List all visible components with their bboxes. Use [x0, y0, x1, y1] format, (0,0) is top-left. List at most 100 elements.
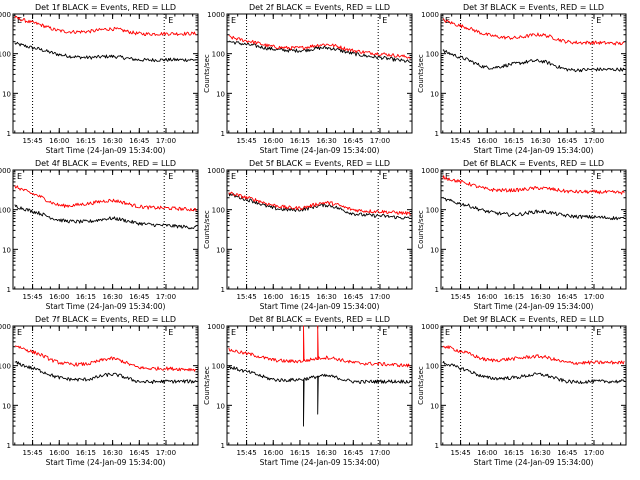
- plot-6-ylabel: Counts/sec: [417, 210, 425, 249]
- plot-3-xtick-label: 16:30: [531, 137, 551, 145]
- plot-7-ytick-label: 100: [0, 363, 11, 371]
- plot-5-lld-series: [228, 191, 411, 216]
- plot-1-xlabel: Start Time (24-Jan-09 15:34:00): [46, 146, 166, 155]
- plot-4-flag: E: [17, 172, 22, 181]
- plot-4-lld-series: [14, 185, 197, 212]
- plot-2-ylabel: Counts/sec: [203, 54, 211, 93]
- plot-8-ytick-label: 1: [221, 442, 225, 450]
- plot-9-xtick-label: 17:00: [584, 449, 604, 457]
- plot-5-events-series: [228, 192, 411, 220]
- plot-7-lld-series: [14, 345, 197, 372]
- plot-1-xtick-label: 16:45: [129, 137, 149, 145]
- plot-8-ytick-label: 100: [212, 363, 225, 371]
- plot-4-xtick-label: 17:00: [156, 293, 176, 301]
- plot-3-flag: E: [596, 16, 601, 25]
- plot-2-events-series: [228, 40, 411, 63]
- plot-3-lld-series: [442, 18, 625, 46]
- plot-9-flag: E: [596, 328, 601, 337]
- plot-7-title: Det 7f BLACK = Events, RED = LLD: [35, 315, 176, 324]
- plot-6-xtick-label: 16:00: [477, 293, 497, 301]
- plot-3-xtick-label: 16:00: [477, 137, 497, 145]
- plot-8-xtick-label: 17:00: [370, 449, 390, 457]
- plot-7-xlabel: Start Time (24-Jan-09 15:34:00): [46, 458, 166, 467]
- plot-9-ytick-label: 1: [435, 442, 439, 450]
- plot-7-axes-frame: [12, 325, 199, 446]
- plot-9-flag: E: [445, 328, 450, 337]
- plot-6-flag: E: [596, 172, 601, 181]
- plot-2-title: Det 2f BLACK = Events, RED = LLD: [249, 3, 390, 12]
- plot-5-xtick-label: 15:45: [236, 293, 256, 301]
- plot-6-xtick-label: 15:45: [450, 293, 470, 301]
- plot-2-flag: E: [382, 16, 387, 25]
- plot-4-ytick-label: 10: [2, 246, 11, 254]
- plot-1-ytick-label: 100: [0, 51, 11, 59]
- plot-5-xtick-label: 16:30: [317, 293, 337, 301]
- plot-9-title: Det 9f BLACK = Events, RED = LLD: [463, 315, 604, 324]
- plot-1-events-series: [14, 41, 197, 63]
- plot-2-ytick-label: 10: [216, 90, 225, 98]
- plot-8-flag: E: [382, 328, 387, 337]
- plot-3-ytick-label: 1000: [421, 11, 439, 19]
- plot-9-xtick-label: 15:45: [450, 449, 470, 457]
- plot-7-xtick-label: 16:30: [103, 449, 123, 457]
- plot-1-flag: E: [17, 16, 22, 25]
- plot-7-ytick-label: 1: [7, 442, 11, 450]
- plot-8-lld-series: [228, 325, 411, 368]
- plot-8-events-series: [228, 365, 411, 427]
- plot-6-ytick-label: 1: [435, 286, 439, 294]
- plot-7-flag: E: [17, 328, 22, 337]
- plot-5-ytick-label: 100: [212, 207, 225, 215]
- plot-5-title: Det 5f BLACK = Events, RED = LLD: [249, 159, 390, 168]
- plot-9-lld-series: [442, 345, 625, 366]
- plot-9-ytick-label: 10: [430, 402, 439, 410]
- plot-7-xtick-label: 16:15: [76, 449, 96, 457]
- plot-4-xtick-label: 15:45: [22, 293, 42, 301]
- plot-3-xtick-label: 16:45: [557, 137, 577, 145]
- plot-6-flag: E: [445, 172, 450, 181]
- plot-6-ytick-label: 10: [430, 246, 439, 254]
- plot-7-xtick-label: 16:45: [129, 449, 149, 457]
- plot-5-flag: E: [382, 172, 387, 181]
- plot-8-xtick-label: 15:45: [236, 449, 256, 457]
- plot-9-ylabel: Counts/sec: [417, 366, 425, 405]
- plot-8-xtick-label: 16:30: [317, 449, 337, 457]
- plot-9-axes-frame: [440, 325, 627, 446]
- plot-1-xtick-label: 16:00: [49, 137, 69, 145]
- plot-2-ytick-label: 1: [221, 130, 225, 138]
- plot-7-xtick-label: 16:00: [49, 449, 69, 457]
- plot-4-xtick-label: 16:30: [103, 293, 123, 301]
- plot-7-flag: E: [168, 328, 173, 337]
- plot-5-xtick-label: 16:15: [290, 293, 310, 301]
- plot-3-xtick-label: 17:00: [584, 137, 604, 145]
- plot-3-ytick-label: 1: [435, 130, 439, 138]
- plot-6-ytick-label: 100: [426, 207, 439, 215]
- plot-4-xtick-label: 16:00: [49, 293, 69, 301]
- plot-3-xtick-label: 15:45: [450, 137, 470, 145]
- plot-8-xlabel: Start Time (24-Jan-09 15:34:00): [260, 458, 380, 467]
- plot-9-events-series: [442, 360, 625, 385]
- plot-4-xtick-label: 16:45: [129, 293, 149, 301]
- plot-7-xtick-label: 15:45: [22, 449, 42, 457]
- plot-9-ytick-label: 1000: [421, 323, 439, 331]
- plot-6-events-series: [442, 196, 625, 221]
- plot-3-title: Det 3f BLACK = Events, RED = LLD: [463, 3, 604, 12]
- plot-6-xtick-label: 17:00: [584, 293, 604, 301]
- plot-6-title: Det 6f BLACK = Events, RED = LLD: [463, 159, 604, 168]
- plot-9-xtick-label: 16:00: [477, 449, 497, 457]
- plot-9-xlabel: Start Time (24-Jan-09 15:34:00): [474, 458, 594, 467]
- plot-9-xtick-label: 16:30: [531, 449, 551, 457]
- plot-1-ytick-label: 1000: [0, 11, 11, 19]
- plot-5-ytick-label: 1: [221, 286, 225, 294]
- plot-7-xtick-label: 17:00: [156, 449, 176, 457]
- plot-3-axes-frame: [440, 13, 627, 134]
- plot-2-xtick-label: 16:00: [263, 137, 283, 145]
- plot-3-ylabel: Counts/sec: [417, 54, 425, 93]
- plot-4-ytick-label: 1000: [0, 167, 11, 175]
- plot-8-xtick-label: 16:45: [343, 449, 363, 457]
- plot-4-xlabel: Start Time (24-Jan-09 15:34:00): [46, 302, 166, 311]
- plot-5-xtick-label: 16:45: [343, 293, 363, 301]
- plot-5-axes-frame: [226, 169, 413, 290]
- plot-8-ytick-label: 10: [216, 402, 225, 410]
- plot-1-axes-frame: [12, 13, 199, 134]
- plot-4-flag: E: [168, 172, 173, 181]
